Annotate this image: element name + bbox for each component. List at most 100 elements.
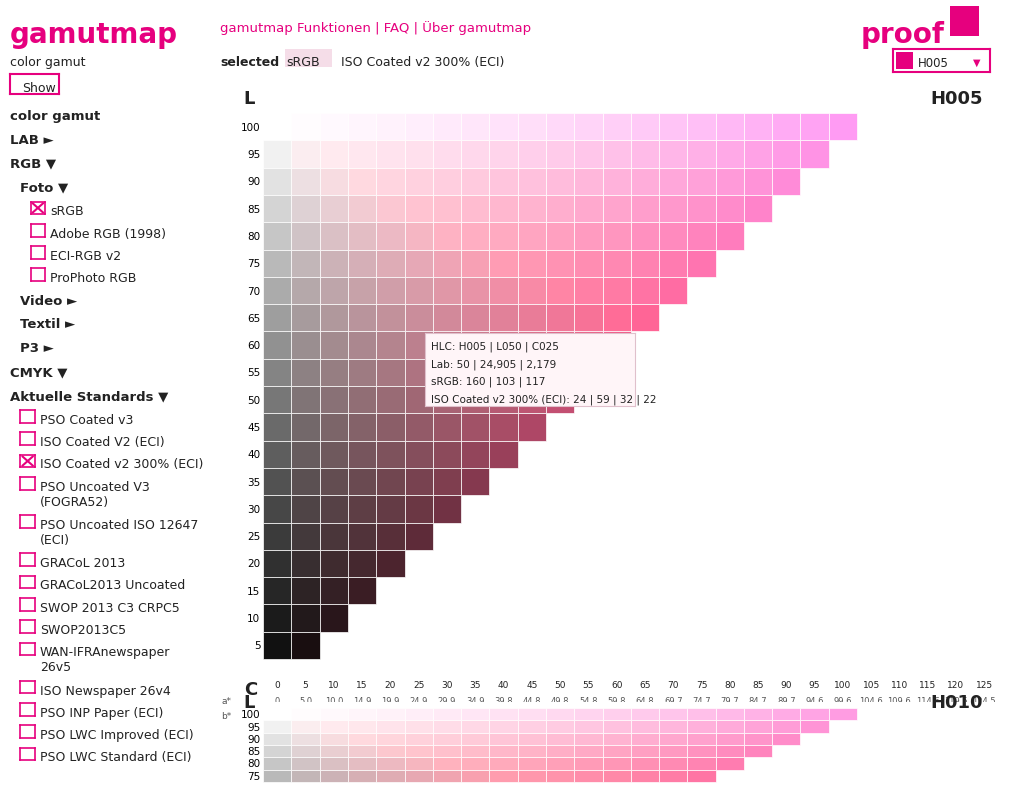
Bar bbox=[546, 331, 574, 359]
Text: 20: 20 bbox=[385, 681, 396, 690]
Bar bbox=[687, 168, 716, 195]
Bar bbox=[687, 113, 716, 140]
Text: 34,9: 34,9 bbox=[466, 697, 484, 706]
Bar bbox=[772, 140, 801, 168]
Text: ISO Coated V2 (ECI): ISO Coated V2 (ECI) bbox=[40, 436, 165, 449]
Text: 109,6: 109,6 bbox=[888, 697, 911, 706]
Text: 84,7: 84,7 bbox=[749, 697, 767, 706]
Bar bbox=[574, 733, 602, 745]
Bar bbox=[376, 359, 404, 386]
Bar bbox=[489, 195, 518, 222]
Text: 74,7: 74,7 bbox=[692, 697, 711, 706]
Bar bbox=[319, 720, 348, 733]
Bar bbox=[348, 413, 376, 441]
Text: SWOP 2013 C3 CRPC5: SWOP 2013 C3 CRPC5 bbox=[40, 602, 179, 615]
Bar bbox=[319, 577, 348, 604]
Text: 4,8: 4,8 bbox=[582, 712, 595, 721]
Bar bbox=[263, 386, 292, 413]
Bar bbox=[659, 168, 687, 195]
Bar bbox=[743, 168, 772, 195]
Bar bbox=[292, 577, 319, 604]
Bar bbox=[801, 140, 828, 168]
Text: 5,2: 5,2 bbox=[610, 712, 624, 721]
Bar bbox=[659, 250, 687, 277]
Bar bbox=[602, 250, 631, 277]
Bar bbox=[828, 113, 857, 140]
Bar bbox=[376, 140, 404, 168]
Bar bbox=[319, 733, 348, 745]
Bar bbox=[433, 441, 461, 468]
Bar bbox=[404, 468, 433, 495]
Bar bbox=[404, 745, 433, 757]
Bar bbox=[461, 140, 489, 168]
Text: 25: 25 bbox=[413, 681, 424, 690]
Bar bbox=[716, 720, 743, 733]
Bar bbox=[292, 168, 319, 195]
Bar bbox=[319, 550, 348, 577]
Bar bbox=[263, 168, 292, 195]
Text: color gamut: color gamut bbox=[10, 110, 100, 123]
Text: Video ►: Video ► bbox=[20, 295, 78, 307]
Bar bbox=[687, 720, 716, 733]
Bar bbox=[518, 195, 546, 222]
Bar bbox=[461, 250, 489, 277]
Bar bbox=[376, 250, 404, 277]
Text: 1,7: 1,7 bbox=[384, 712, 397, 721]
Bar bbox=[292, 195, 319, 222]
Bar bbox=[574, 250, 602, 277]
Text: 45: 45 bbox=[526, 681, 538, 690]
Bar bbox=[574, 140, 602, 168]
Text: color gamut: color gamut bbox=[10, 56, 86, 68]
Bar bbox=[659, 140, 687, 168]
Text: gamutmap: gamutmap bbox=[10, 21, 178, 49]
Bar bbox=[263, 632, 292, 659]
Text: PSO Coated v3: PSO Coated v3 bbox=[40, 414, 133, 427]
Bar bbox=[461, 708, 489, 720]
Bar bbox=[772, 168, 801, 195]
Bar bbox=[292, 733, 319, 745]
Bar bbox=[574, 222, 602, 250]
Bar bbox=[433, 413, 461, 441]
Bar bbox=[263, 413, 292, 441]
Text: L: L bbox=[244, 90, 255, 108]
Text: 10,0: 10,0 bbox=[325, 697, 343, 706]
Text: 80: 80 bbox=[724, 681, 735, 690]
Bar bbox=[716, 195, 743, 222]
Bar bbox=[461, 277, 489, 304]
Bar bbox=[319, 113, 348, 140]
Bar bbox=[574, 359, 602, 386]
Text: Lab: 50 | 24,905 | 2,179: Lab: 50 | 24,905 | 2,179 bbox=[431, 359, 556, 369]
Bar bbox=[716, 733, 743, 745]
Text: 64,8: 64,8 bbox=[636, 697, 654, 706]
Bar bbox=[574, 277, 602, 304]
Bar bbox=[518, 413, 546, 441]
Bar bbox=[546, 720, 574, 733]
Bar bbox=[743, 140, 772, 168]
Bar bbox=[546, 113, 574, 140]
Bar bbox=[518, 386, 546, 413]
Text: 40: 40 bbox=[498, 681, 509, 690]
Bar bbox=[404, 522, 433, 550]
Bar bbox=[376, 168, 404, 195]
Bar bbox=[404, 168, 433, 195]
Bar bbox=[433, 733, 461, 745]
Bar bbox=[687, 745, 716, 757]
Text: PSO LWC Improved (ECI): PSO LWC Improved (ECI) bbox=[40, 729, 194, 742]
Bar bbox=[602, 222, 631, 250]
Bar bbox=[348, 720, 376, 733]
Bar bbox=[404, 733, 433, 745]
Bar bbox=[716, 745, 743, 757]
Bar bbox=[489, 222, 518, 250]
Bar bbox=[376, 770, 404, 782]
Bar bbox=[687, 708, 716, 720]
Text: 119,5: 119,5 bbox=[944, 697, 968, 706]
Bar bbox=[489, 745, 518, 757]
Bar bbox=[263, 733, 292, 745]
Bar bbox=[348, 441, 376, 468]
Bar bbox=[659, 708, 687, 720]
Bar bbox=[659, 222, 687, 250]
Text: H005: H005 bbox=[918, 57, 948, 70]
Bar bbox=[404, 708, 433, 720]
Bar bbox=[319, 468, 348, 495]
Text: Show: Show bbox=[23, 82, 56, 95]
